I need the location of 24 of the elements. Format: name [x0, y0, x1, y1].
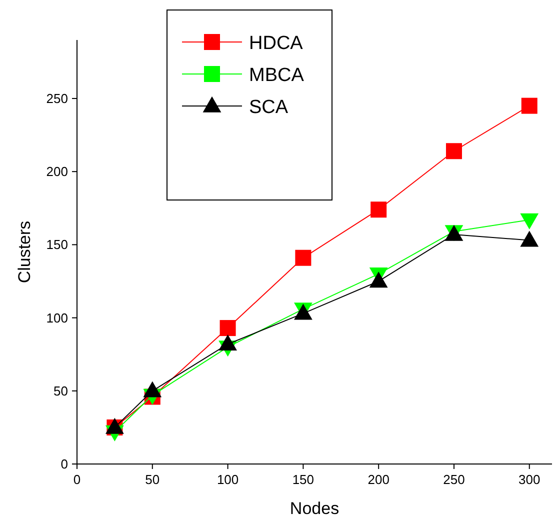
x-tick-label: 0	[73, 472, 81, 487]
x-tick-label: 150	[292, 472, 314, 487]
x-tick-label: 300	[518, 472, 540, 487]
point	[520, 213, 539, 230]
x-tick-label: 250	[443, 472, 465, 487]
y-tick-label: 100	[46, 310, 68, 326]
x-tick-label: 200	[368, 472, 390, 487]
point	[220, 320, 236, 336]
y-tick-label: 250	[46, 90, 68, 106]
y-tick-label: 150	[46, 237, 68, 252]
y-tick-label: 200	[46, 164, 68, 180]
x-axis-title: Nodes	[290, 499, 340, 518]
x-tick-label: 50	[145, 472, 160, 487]
point	[521, 98, 538, 114]
x-tick-label: 100	[216, 472, 239, 487]
y-tick-label: 50	[54, 383, 68, 398]
point	[370, 202, 387, 218]
legend-label: MBCA	[249, 65, 304, 86]
point	[295, 250, 312, 266]
legend-label: HDCA	[249, 33, 304, 54]
y-tick-label: 0	[60, 456, 68, 472]
legend-label: SCA	[249, 97, 288, 118]
y-axis-title: Clusters	[15, 220, 34, 284]
point	[446, 143, 462, 160]
